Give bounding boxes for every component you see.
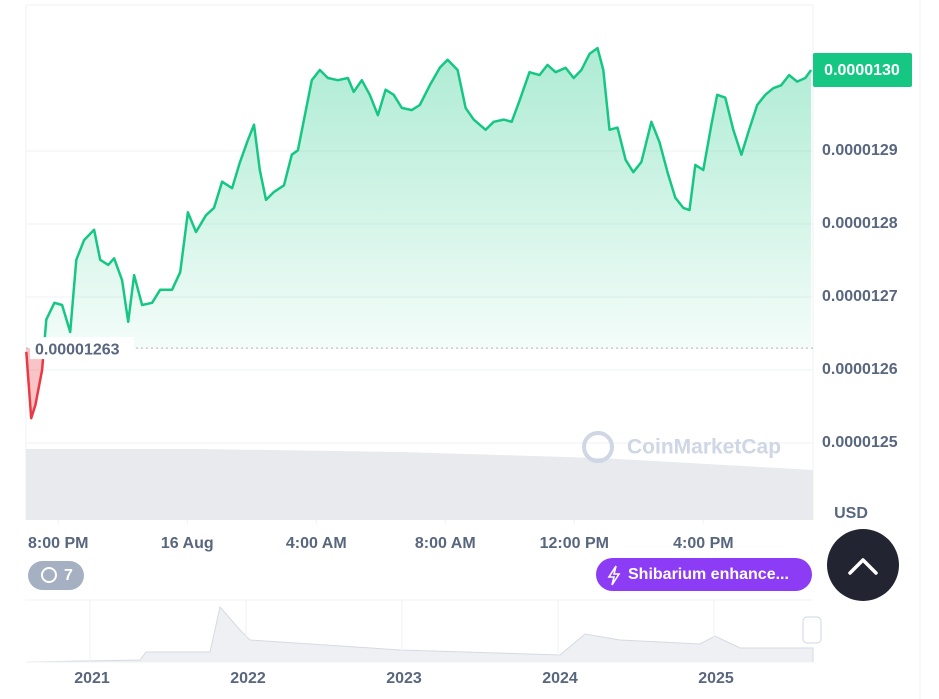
watermark-text: CoinMarketCap (627, 436, 781, 459)
navigator-year: 2024 (542, 670, 578, 687)
scroll-top-button[interactable] (827, 529, 899, 601)
volume-area (26, 449, 813, 520)
y-tick-label: 0.0000128 (822, 215, 898, 232)
x-tick-label: 8:00 AM (415, 535, 476, 552)
navigator-year: 2023 (386, 670, 422, 687)
watermark: CoinMarketCap (582, 431, 781, 463)
y-tick-label: 0.0000125 (822, 434, 898, 451)
y-tick-label: 0.0000126 (822, 361, 898, 378)
navigator-handle[interactable] (802, 616, 822, 644)
navigator-year: 2021 (74, 670, 110, 687)
chevron-icon (848, 558, 878, 575)
baseline-label-bg (30, 337, 134, 360)
news-pill[interactable] (596, 558, 812, 591)
navigator-year: 2025 (698, 670, 734, 687)
history-count: 7 (64, 567, 73, 584)
price-label: 0.0000130 (824, 62, 900, 79)
news-text: Shibarium enhance... (628, 566, 789, 583)
navigator-area (25, 605, 814, 663)
currency: USD (834, 505, 868, 522)
baseline-label: 0.00001263 (35, 341, 120, 358)
x-tick-label: 16 Aug (161, 535, 214, 552)
navigator-year: 2022 (230, 670, 266, 687)
price-label-bg (813, 52, 912, 87)
price-area (26, 48, 812, 419)
x-tick-label: 8:00 PM (28, 535, 88, 552)
bolt-icon (607, 565, 621, 586)
x-tick-label: 4:00 PM (673, 535, 733, 552)
x-tick-label: 4:00 AM (286, 535, 347, 552)
price-line (25, 46, 813, 420)
history-icon (41, 567, 57, 583)
x-tick-label: 12:00 PM (540, 535, 609, 552)
y-tick-label: 0.0000127 (822, 288, 898, 305)
y-tick-label: 0.0000129 (822, 142, 898, 159)
